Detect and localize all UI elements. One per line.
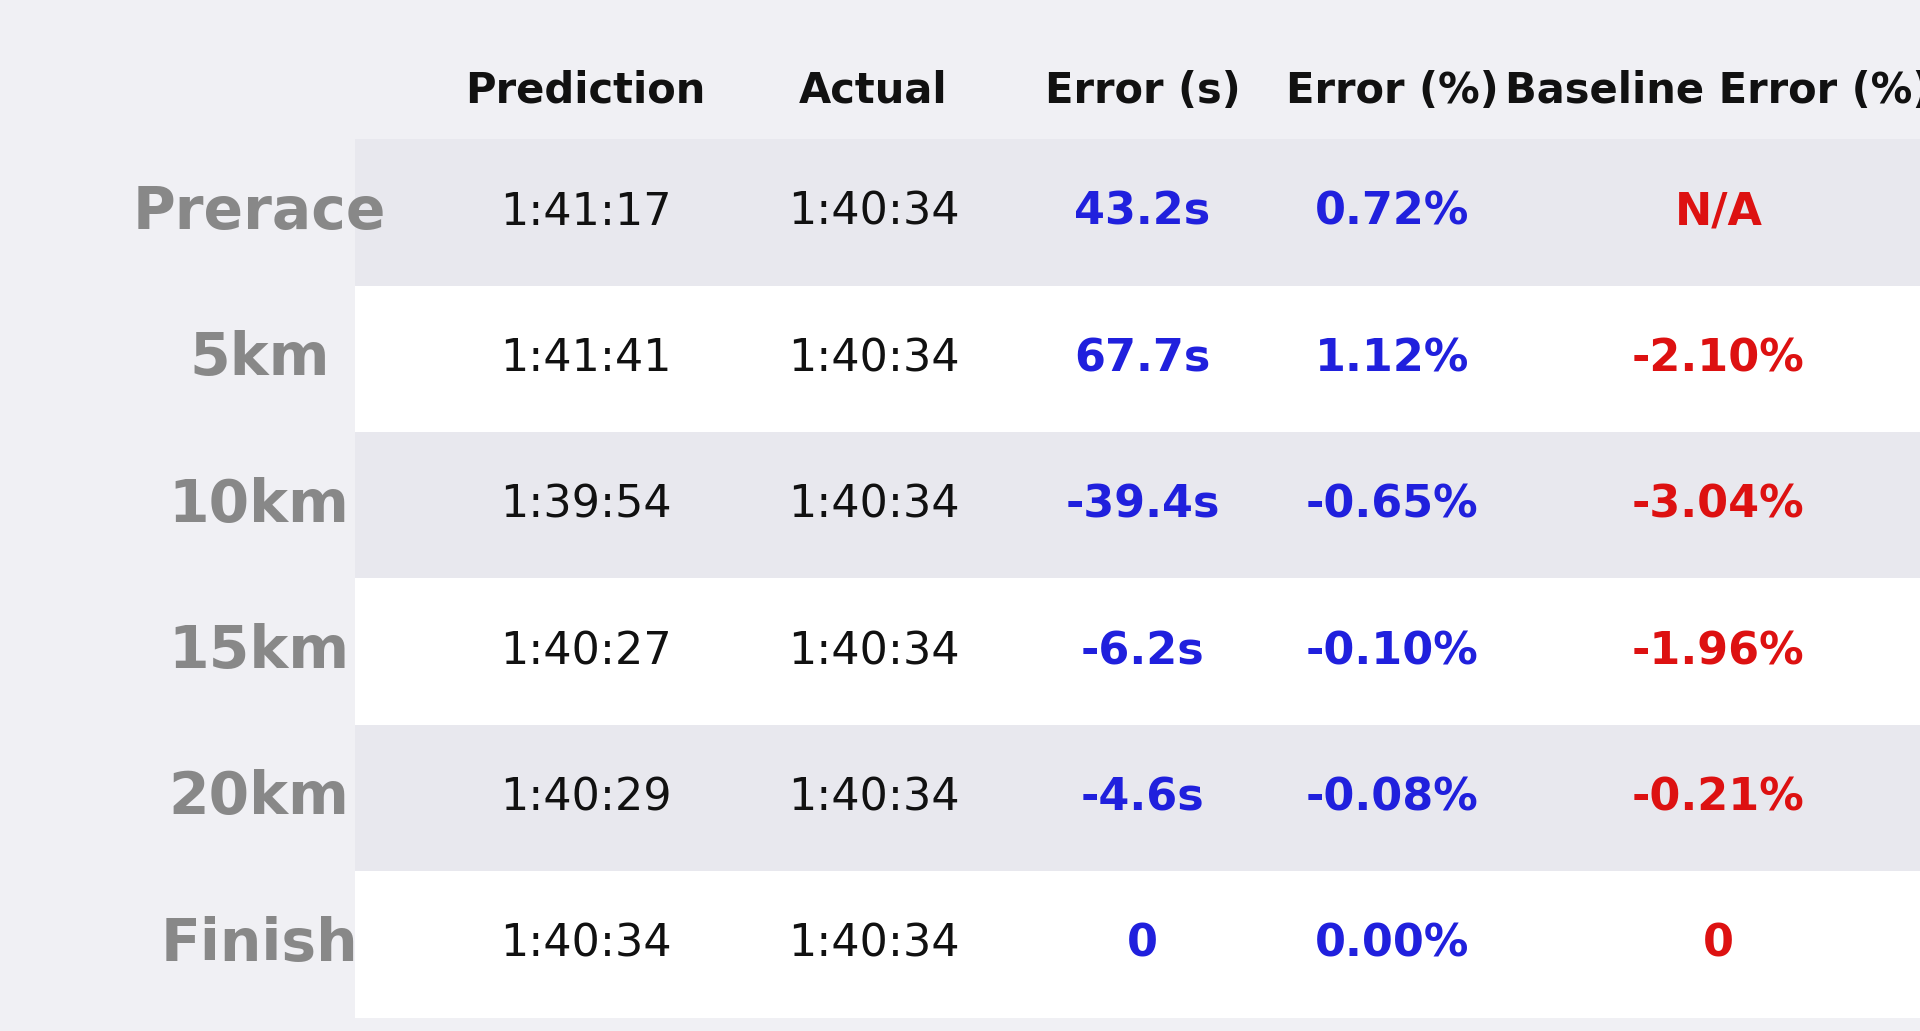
Text: 67.7s: 67.7s xyxy=(1073,337,1212,380)
Text: -0.65%: -0.65% xyxy=(1306,484,1478,527)
Text: 20km: 20km xyxy=(169,769,349,827)
Text: Finish: Finish xyxy=(161,916,357,973)
Text: -0.21%: -0.21% xyxy=(1632,776,1805,820)
Text: Actual: Actual xyxy=(799,70,948,111)
Text: 1:40:29: 1:40:29 xyxy=(499,776,672,820)
Text: -39.4s: -39.4s xyxy=(1066,484,1219,527)
Text: 1:40:34: 1:40:34 xyxy=(787,923,960,966)
Bar xyxy=(355,432,1920,578)
Text: Error (s): Error (s) xyxy=(1044,70,1240,111)
Text: 1:41:41: 1:41:41 xyxy=(499,337,672,380)
Text: 0: 0 xyxy=(1127,923,1158,966)
Text: 1:40:34: 1:40:34 xyxy=(787,484,960,527)
Text: 1:39:54: 1:39:54 xyxy=(499,484,672,527)
Text: 0.72%: 0.72% xyxy=(1315,191,1469,234)
Text: 5km: 5km xyxy=(188,330,330,388)
Text: 1:40:34: 1:40:34 xyxy=(787,776,960,820)
Text: 43.2s: 43.2s xyxy=(1075,191,1210,234)
Bar xyxy=(355,286,1920,432)
Text: -0.10%: -0.10% xyxy=(1306,630,1478,673)
Text: 1:40:27: 1:40:27 xyxy=(499,630,672,673)
Text: 1:40:34: 1:40:34 xyxy=(787,337,960,380)
Bar xyxy=(355,725,1920,871)
Text: -2.10%: -2.10% xyxy=(1632,337,1805,380)
Text: Error (%): Error (%) xyxy=(1286,70,1498,111)
Text: 10km: 10km xyxy=(169,476,349,534)
Text: 15km: 15km xyxy=(169,623,349,680)
Text: N/A: N/A xyxy=(1674,191,1763,234)
Text: Prediction: Prediction xyxy=(465,70,707,111)
Text: -1.96%: -1.96% xyxy=(1632,630,1805,673)
Text: 1:40:34: 1:40:34 xyxy=(787,630,960,673)
Text: -4.6s: -4.6s xyxy=(1081,776,1204,820)
Text: 1:41:17: 1:41:17 xyxy=(499,191,672,234)
Text: Prerace: Prerace xyxy=(132,184,386,241)
Text: 0.00%: 0.00% xyxy=(1315,923,1469,966)
Text: -0.08%: -0.08% xyxy=(1306,776,1478,820)
Text: 1:40:34: 1:40:34 xyxy=(787,191,960,234)
Bar xyxy=(355,139,1920,286)
Bar xyxy=(355,578,1920,725)
Text: 1:40:34: 1:40:34 xyxy=(499,923,672,966)
Text: 1.12%: 1.12% xyxy=(1315,337,1469,380)
Text: 0: 0 xyxy=(1703,923,1734,966)
Bar xyxy=(355,871,1920,1018)
Text: Baseline Error (%): Baseline Error (%) xyxy=(1505,70,1920,111)
Text: -6.2s: -6.2s xyxy=(1081,630,1204,673)
Text: -3.04%: -3.04% xyxy=(1632,484,1805,527)
